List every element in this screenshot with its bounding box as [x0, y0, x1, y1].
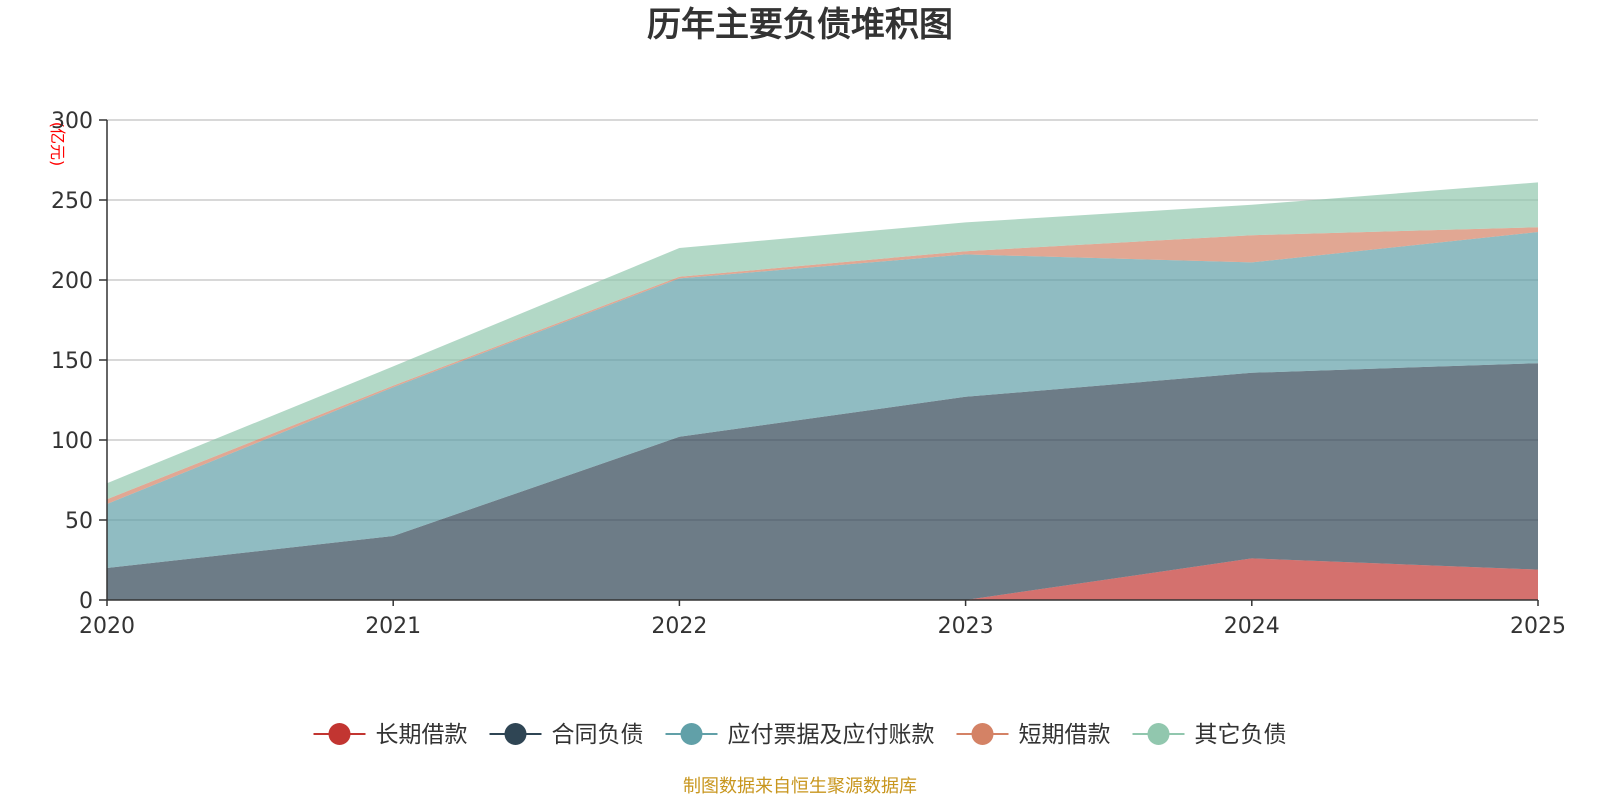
legend-label: 其它负债 [1195, 722, 1287, 748]
x-tick-label: 2021 [365, 614, 421, 639]
data-source-note: 制图数据来自恒生聚源数据库 [683, 776, 917, 797]
y-tick-label: 0 [79, 589, 93, 614]
legend: 长期借款 合同负债 应付票据及应付账款 短期借款 其它负债 [313, 722, 1287, 748]
area-series-4 [107, 182, 1538, 500]
area-series-1 [107, 363, 1538, 600]
x-tick-label: 2023 [938, 614, 994, 639]
legend-item-4[interactable]: 其它负债 [1132, 722, 1287, 748]
legend-item-1[interactable]: 合同负债 [489, 722, 644, 748]
x-tick-label: 2024 [1224, 614, 1280, 639]
legend-marker [504, 723, 527, 745]
y-tick-label: 100 [51, 429, 93, 454]
y-tick-label: 300 [51, 109, 93, 134]
area-series-group [107, 182, 1538, 600]
y-tick-label: 50 [65, 509, 93, 534]
y-axis-unit: (亿元) [48, 122, 67, 167]
y-tick-label: 200 [51, 269, 93, 294]
legend-label: 合同负债 [552, 722, 644, 748]
y-tick-label: 150 [51, 349, 93, 374]
legend-item-3[interactable]: 短期借款 [956, 722, 1111, 748]
legend-label: 短期借款 [1019, 722, 1111, 748]
x-tick-label: 2020 [79, 614, 135, 639]
x-tick-label: 2022 [651, 614, 707, 639]
legend-marker [328, 723, 351, 745]
area-series-0 [107, 558, 1538, 600]
x-axis-ticks: 2020 2021 2022 2023 2024 2025 [79, 600, 1566, 639]
y-tick-label: 250 [51, 189, 93, 214]
chart-title: 历年主要负债堆积图 [647, 5, 953, 45]
area-series-2 [107, 232, 1538, 568]
y-axis-ticks: 0 50 100 150 200 250 300 [51, 109, 107, 614]
legend-marker [680, 723, 703, 745]
legend-item-2[interactable]: 应付票据及应付账款 [665, 722, 935, 748]
legend-marker [971, 723, 994, 745]
x-tick-label: 2025 [1510, 614, 1566, 639]
legend-label: 长期借款 [376, 722, 468, 748]
legend-label: 应付票据及应付账款 [728, 722, 935, 748]
legend-item-0[interactable]: 长期借款 [313, 722, 468, 748]
legend-marker [1147, 723, 1170, 745]
